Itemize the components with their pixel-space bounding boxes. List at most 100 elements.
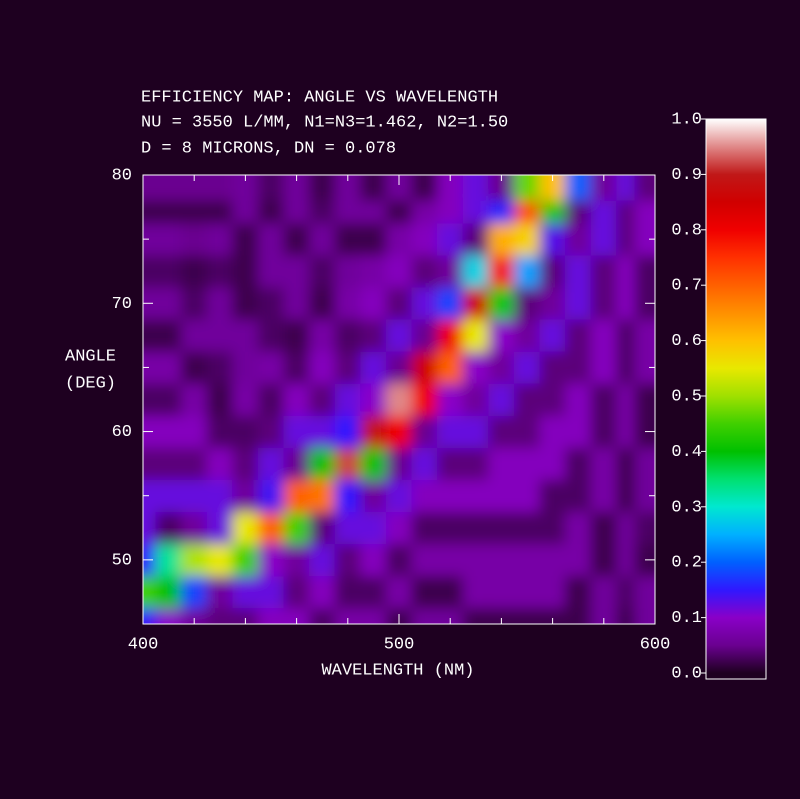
heatmap-cell	[206, 351, 233, 384]
heatmap-cell	[283, 254, 310, 288]
heatmap-cell	[634, 222, 655, 256]
heatmap-cell	[590, 319, 617, 352]
heatmap-cell	[360, 175, 387, 201]
heatmap-cell	[206, 479, 233, 513]
heatmap-cell	[462, 415, 489, 448]
heatmap-cell	[590, 575, 617, 609]
heatmap-cell	[411, 575, 438, 609]
heatmap-cell	[488, 543, 515, 577]
heatmap-cell	[590, 222, 617, 256]
heatmap-cell	[385, 511, 413, 545]
heatmap-cell	[385, 415, 413, 448]
heatmap-cell	[411, 383, 438, 416]
heatmap-cell	[462, 319, 489, 352]
heatmap-cell	[232, 447, 259, 480]
heatmap-cell	[539, 575, 566, 609]
heatmap-cell	[462, 543, 489, 577]
heatmap-cell	[309, 319, 336, 352]
heatmap-cell	[360, 383, 387, 416]
heatmap-cell	[283, 383, 310, 416]
heatmap-cell	[437, 254, 464, 288]
heatmap-cell	[283, 222, 310, 256]
heatmap-cell	[488, 511, 515, 545]
heatmap-cell	[565, 447, 592, 480]
heatmap-cell	[257, 543, 285, 577]
heatmap-cell	[385, 575, 413, 609]
heatmap-cell	[155, 575, 182, 609]
heatmap-cell	[206, 575, 233, 609]
heatmap-cell	[181, 543, 208, 577]
colorbar-tick-label: 0.9	[671, 166, 702, 185]
plot-area	[143, 175, 655, 624]
heatmap-cell	[634, 479, 655, 513]
heatmap-cell	[513, 415, 541, 448]
heatmap-cell	[309, 351, 336, 384]
heatmap-cell	[181, 415, 208, 448]
heatmap-cell	[232, 511, 259, 545]
heatmap-cell	[590, 447, 617, 480]
heatmap-cell	[539, 319, 566, 352]
heatmap-cell	[385, 351, 413, 384]
heatmap-cell	[334, 286, 361, 320]
heatmap-cell	[334, 447, 361, 480]
heatmap-cell	[565, 319, 592, 352]
heatmap-cell	[462, 383, 489, 416]
heatmap-cell	[334, 222, 361, 256]
heatmap-cell	[360, 543, 387, 577]
heatmap-cell	[360, 254, 387, 288]
heatmap-cell	[411, 319, 438, 352]
heatmap-cell	[513, 175, 541, 201]
heatmap-cell	[257, 319, 285, 352]
heatmap-cell	[206, 383, 233, 416]
heatmap-cell	[634, 286, 655, 320]
heatmap-cell	[513, 479, 541, 513]
heatmap-cell	[309, 222, 336, 256]
heatmap-cell	[634, 447, 655, 480]
y-tick-label: 70	[112, 295, 132, 314]
heatmap-cell	[334, 319, 361, 352]
heatmap-cell	[283, 543, 310, 577]
colorbar-tick-label: 0.6	[671, 332, 702, 351]
heatmap-cell	[232, 383, 259, 416]
heatmap-cell	[539, 543, 566, 577]
heatmap-cell	[539, 447, 566, 480]
heatmap-cell	[257, 511, 285, 545]
heatmap-cell	[360, 222, 387, 256]
heatmap-cells	[143, 175, 655, 624]
heatmap-cell	[488, 479, 515, 513]
heatmap-cell	[462, 447, 489, 480]
heatmap-cell	[565, 351, 592, 384]
heatmap-cell	[232, 286, 259, 320]
heatmap-cell	[206, 511, 233, 545]
heatmap-cell	[513, 286, 541, 320]
heatmap-cell	[360, 447, 387, 480]
heatmap-cell	[155, 286, 182, 320]
heatmap-cell	[155, 175, 182, 201]
heatmap-cell	[309, 447, 336, 480]
heatmap-cell	[411, 351, 438, 384]
heatmap-cell	[385, 286, 413, 320]
y-axis-label: (DEG)	[65, 374, 116, 393]
heatmap-cell	[206, 319, 233, 352]
heatmap-cell	[257, 254, 285, 288]
x-axis-label: WAVELENGTH (NM)	[321, 661, 474, 680]
heatmap-cell	[155, 479, 182, 513]
heatmap-cell	[206, 222, 233, 256]
heatmap-cell	[309, 575, 336, 609]
heatmap-cell	[181, 351, 208, 384]
heatmap-cell	[334, 383, 361, 416]
heatmap-cell	[634, 511, 655, 545]
heatmap-cell	[206, 286, 233, 320]
heatmap-cell	[411, 479, 438, 513]
heatmap-cell	[257, 175, 285, 201]
heatmap-cell	[385, 383, 413, 416]
heatmap-cell	[462, 286, 489, 320]
heatmap-cell	[232, 479, 259, 513]
heatmap-cell	[488, 222, 515, 256]
heatmap-cell	[411, 447, 438, 480]
heatmap-cell	[437, 511, 464, 545]
heatmap-cell	[634, 319, 655, 352]
heatmap-cell	[590, 479, 617, 513]
heatmap-cell	[283, 351, 310, 384]
heatmap-cell	[232, 575, 259, 609]
